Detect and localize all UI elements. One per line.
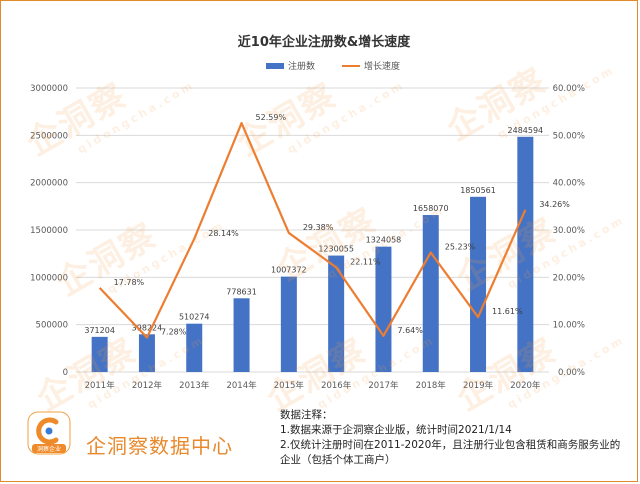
line-value-label: 52.59%	[256, 113, 287, 122]
y-left-tick-label: 0	[63, 368, 68, 378]
chart-panel: 近10年企业注册数&增长速度 注册数 增长速度 0 500000 1000000 15…	[4, 4, 634, 402]
note-scope: 2.仅统计注册时间在2011-2020年，且注册行业包含租赁和商务服务业的企业（…	[280, 439, 621, 466]
legend-bar-label: 注册数	[288, 60, 315, 72]
bar	[186, 323, 203, 372]
legend-bar-swatch	[266, 63, 284, 69]
x-axis: 2011年 2012年 2013年 2014年 2015年 2016年 2017年 2018年…	[85, 380, 541, 391]
brand-name: 企洞察数据中心	[86, 434, 233, 458]
y-axis-left: 0 500000 1000000 1500000 2000000 2500000 30000…	[30, 84, 68, 378]
y-right-tick-label: 20.00%	[553, 273, 585, 283]
line-value-labels: 17.78% 7.28% 28.14% 52.59% 29.38% 22.11% 7.64%…	[114, 113, 571, 336]
bar-value-label: 371204	[84, 326, 115, 335]
y-axis-right: 0.00% 10.00% 20.00% 30.00% 40.00% 50.00% 60.00…	[553, 84, 585, 378]
x-tick-label: 2017年	[368, 380, 399, 391]
y-right-tick-label: 60.00%	[553, 84, 585, 94]
bar	[233, 298, 250, 372]
y-left-tick-label: 3000000	[30, 84, 68, 94]
y-left-tick-label: 2500000	[30, 131, 68, 141]
chart-title: 近10年企业注册数&增长速度	[238, 34, 411, 50]
brand-logo-icon: 洞察企业	[26, 410, 72, 456]
bar-value-label: 1850561	[460, 186, 496, 195]
x-tick-label: 2016年	[321, 380, 352, 391]
x-tick-label: 2018年	[416, 380, 447, 391]
y-left-tick-label: 1000000	[30, 273, 68, 283]
line-value-label: 7.64%	[397, 326, 423, 335]
legend-line-label: 增长速度	[364, 60, 400, 72]
line-value-label: 17.78%	[114, 278, 145, 287]
x-tick-label: 2015年	[274, 380, 305, 391]
growth-line	[98, 121, 527, 339]
y-left-tick-label: 1500000	[30, 226, 68, 236]
note-source: 1.数据来源于企洞察企业版，统计时间2021/1/14	[280, 424, 512, 436]
y-left-tick-label: 2000000	[30, 179, 68, 189]
bar	[422, 215, 439, 372]
bar-value-label: 778631	[226, 287, 257, 296]
combo-chart: 近10年企业注册数&增长速度 注册数 增长速度 0 500000 1000000 15…	[30, 34, 585, 391]
svg-text:洞察企业: 洞察企业	[37, 445, 61, 453]
bar-value-label: 1007372	[271, 266, 307, 275]
bar	[91, 336, 108, 372]
x-tick-label: 2012年	[132, 380, 163, 391]
line-value-label: 34.26%	[539, 200, 570, 209]
line-value-label: 7.28%	[161, 328, 187, 337]
line-series	[98, 121, 527, 339]
bar	[517, 136, 534, 372]
line-value-label: 25.23%	[445, 243, 476, 252]
line-value-label: 11.61%	[492, 307, 523, 316]
y-right-tick-label: 0.00%	[558, 368, 585, 378]
bar-value-label: 1324058	[366, 236, 402, 245]
y-left-tick-label: 500000	[36, 321, 68, 331]
line-value-label: 22.11%	[350, 257, 381, 266]
bar-value-label: 398224	[132, 323, 163, 332]
y-right-tick-label: 40.00%	[553, 179, 585, 189]
line-value-label: 29.38%	[303, 223, 334, 232]
bar-value-label: 1230055	[318, 245, 354, 254]
bar	[470, 196, 487, 372]
legend: 注册数 增长速度	[266, 60, 400, 72]
bar	[328, 255, 345, 372]
bar-series	[91, 136, 534, 372]
x-tick-label: 2019年	[463, 380, 494, 391]
x-tick-label: 2014年	[226, 380, 257, 391]
bar-value-labels: 371204 398224 510274 778631 1007372 1230055 13…	[84, 126, 543, 335]
bar	[138, 334, 155, 372]
bar-value-label: 2484594	[508, 126, 544, 135]
bar	[280, 276, 297, 372]
x-tick-label: 2011年	[85, 380, 116, 391]
y-right-tick-label: 50.00%	[553, 131, 585, 141]
x-tick-label: 2020年	[510, 380, 541, 391]
y-right-tick-label: 10.00%	[553, 321, 585, 331]
notes-title: 数据注释：	[280, 409, 333, 421]
bar-value-label: 1658070	[413, 204, 449, 213]
x-tick-label: 2013年	[179, 380, 210, 391]
bar-value-label: 510274	[179, 313, 210, 322]
line-value-label: 28.14%	[208, 229, 239, 238]
data-notes: 数据注释： 1.数据来源于企洞察企业版，统计时间2021/1/14 2.仅统计注…	[280, 408, 630, 468]
bar	[375, 246, 392, 372]
y-right-tick-label: 30.00%	[553, 226, 585, 236]
footer: 洞察企业 企洞察数据中心 数据注释： 1.数据来源于企洞察企业版，统计时间202…	[0, 404, 638, 480]
